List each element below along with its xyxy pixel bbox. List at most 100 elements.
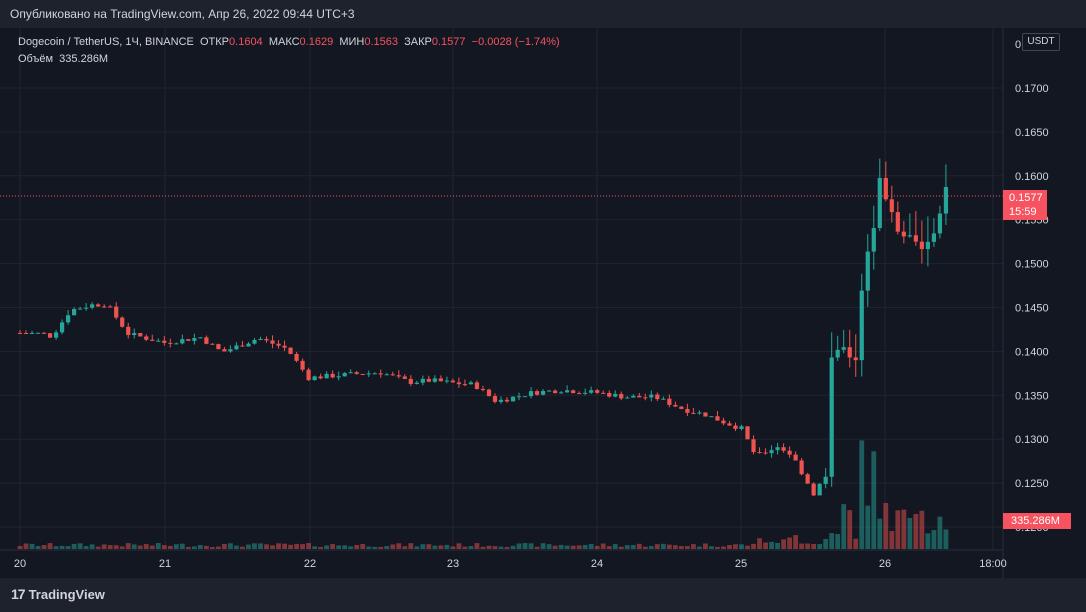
volume-bar: [252, 543, 257, 549]
volume-bar: [600, 543, 606, 549]
candle-body: [516, 396, 522, 398]
top-bar: Опубликовано на TradingView.com, Апр 26,…: [0, 0, 1086, 28]
candle-body: [913, 235, 918, 242]
candle-body: [47, 333, 53, 338]
volume-bar: [654, 544, 660, 549]
price-tick-label: 0.1400: [1015, 346, 1049, 358]
price-axis: 0.17000.16500.16000.15500.15000.14500.14…: [1015, 39, 1049, 534]
volume-bar: [516, 543, 522, 549]
chart-frame[interactable]: [0, 28, 1086, 578]
candle-body: [462, 384, 468, 386]
volume-bar: [636, 543, 642, 549]
published-text: Опубликовано на TradingView.com, Апр 26,…: [10, 7, 355, 21]
volume-bar: [17, 546, 23, 549]
candle-body: [23, 333, 29, 335]
volume-bar: [324, 545, 330, 549]
candle-body: [528, 391, 534, 397]
volume-bar: [799, 543, 805, 549]
volume-bar: [456, 543, 462, 549]
candle-body: [84, 307, 89, 309]
time-tick-label: 23: [447, 558, 459, 570]
candle-body: [72, 309, 77, 316]
candle-body: [204, 337, 209, 344]
volume-bar: [197, 545, 203, 549]
volume-bar: [925, 533, 931, 549]
candle-body: [108, 306, 113, 308]
bottom-bar: 17 TradingView: [0, 578, 1086, 612]
candle-body: [811, 483, 816, 496]
candle-body: [420, 378, 425, 383]
volume-bar: [859, 440, 865, 549]
candle-body: [559, 392, 564, 394]
currency-button[interactable]: USDT: [1022, 33, 1060, 51]
candle-body: [222, 349, 227, 352]
candle-body: [522, 396, 528, 398]
candle-body: [156, 340, 161, 342]
volume-bar: [185, 546, 191, 549]
volume-bar: [618, 546, 624, 549]
volume-bar: [191, 546, 197, 549]
candle-body: [697, 412, 702, 414]
volume-bar: [684, 546, 690, 549]
high-value: 0.1629: [299, 36, 334, 48]
candle-body: [59, 322, 65, 333]
volume-bar: [943, 529, 949, 549]
volume-label: Объём: [18, 53, 54, 65]
volume-bar: [234, 545, 239, 549]
volume-bar: [462, 546, 468, 549]
candle-body: [366, 373, 371, 375]
volume-bar: [246, 544, 251, 549]
low-value: 0.1563: [364, 36, 398, 48]
volume-bar: [161, 545, 167, 549]
candle-body: [643, 397, 648, 399]
candle-body: [450, 380, 456, 383]
volume-bar: [71, 543, 77, 549]
volume-bar: [89, 544, 95, 549]
volume-bar: [396, 543, 402, 549]
candle-body: [414, 382, 419, 384]
candle-body: [198, 337, 203, 339]
candle-body: [306, 369, 311, 381]
volume-bar: [450, 546, 456, 549]
volume-bar: [330, 544, 336, 549]
price-tick-label: 0.1450: [1015, 303, 1049, 315]
volume-bar: [264, 544, 269, 549]
time-tick-label: 25: [735, 558, 747, 570]
candle-body: [41, 332, 47, 334]
volume-bar: [672, 545, 678, 549]
volume-bar: [630, 545, 636, 549]
time-tick-label: 26: [879, 558, 891, 570]
candle-body: [336, 376, 341, 378]
price-tick-label: 0.1700: [1015, 83, 1049, 95]
volume-bar: [77, 543, 83, 549]
volume-bar: [143, 544, 149, 549]
candle-body: [907, 235, 912, 237]
change-value: −0.0028 (−1.74%): [471, 36, 560, 48]
tradingview-logo[interactable]: 17 TradingView: [11, 586, 105, 602]
candle-body: [378, 373, 383, 375]
open-value: 0.1604: [229, 36, 263, 48]
candle-body: [727, 423, 732, 426]
candle-body: [781, 447, 786, 451]
symbol-name[interactable]: Dogecoin / TetherUS, 1Ч, BINANCE: [18, 36, 194, 48]
volume-bar: [378, 546, 384, 549]
volume-bar: [348, 546, 354, 549]
volume-bar: [666, 544, 672, 549]
candle-body: [679, 406, 684, 409]
candle-body: [703, 412, 708, 417]
candle-body: [823, 476, 828, 484]
volume-bar: [510, 545, 516, 549]
candle-body: [240, 345, 245, 347]
volume-bar: [727, 545, 732, 549]
candle-body: [402, 376, 407, 379]
candle-body: [102, 306, 107, 308]
volume-bar: [534, 546, 540, 549]
time-tick-label: 20: [14, 558, 26, 570]
candle-body: [150, 339, 155, 341]
candle-body: [637, 395, 642, 398]
candle-body: [589, 390, 594, 393]
price-tick-label: 0.1250: [1015, 478, 1049, 490]
price-tick-label: 0.1300: [1015, 434, 1049, 446]
volume-bar: [95, 546, 101, 549]
